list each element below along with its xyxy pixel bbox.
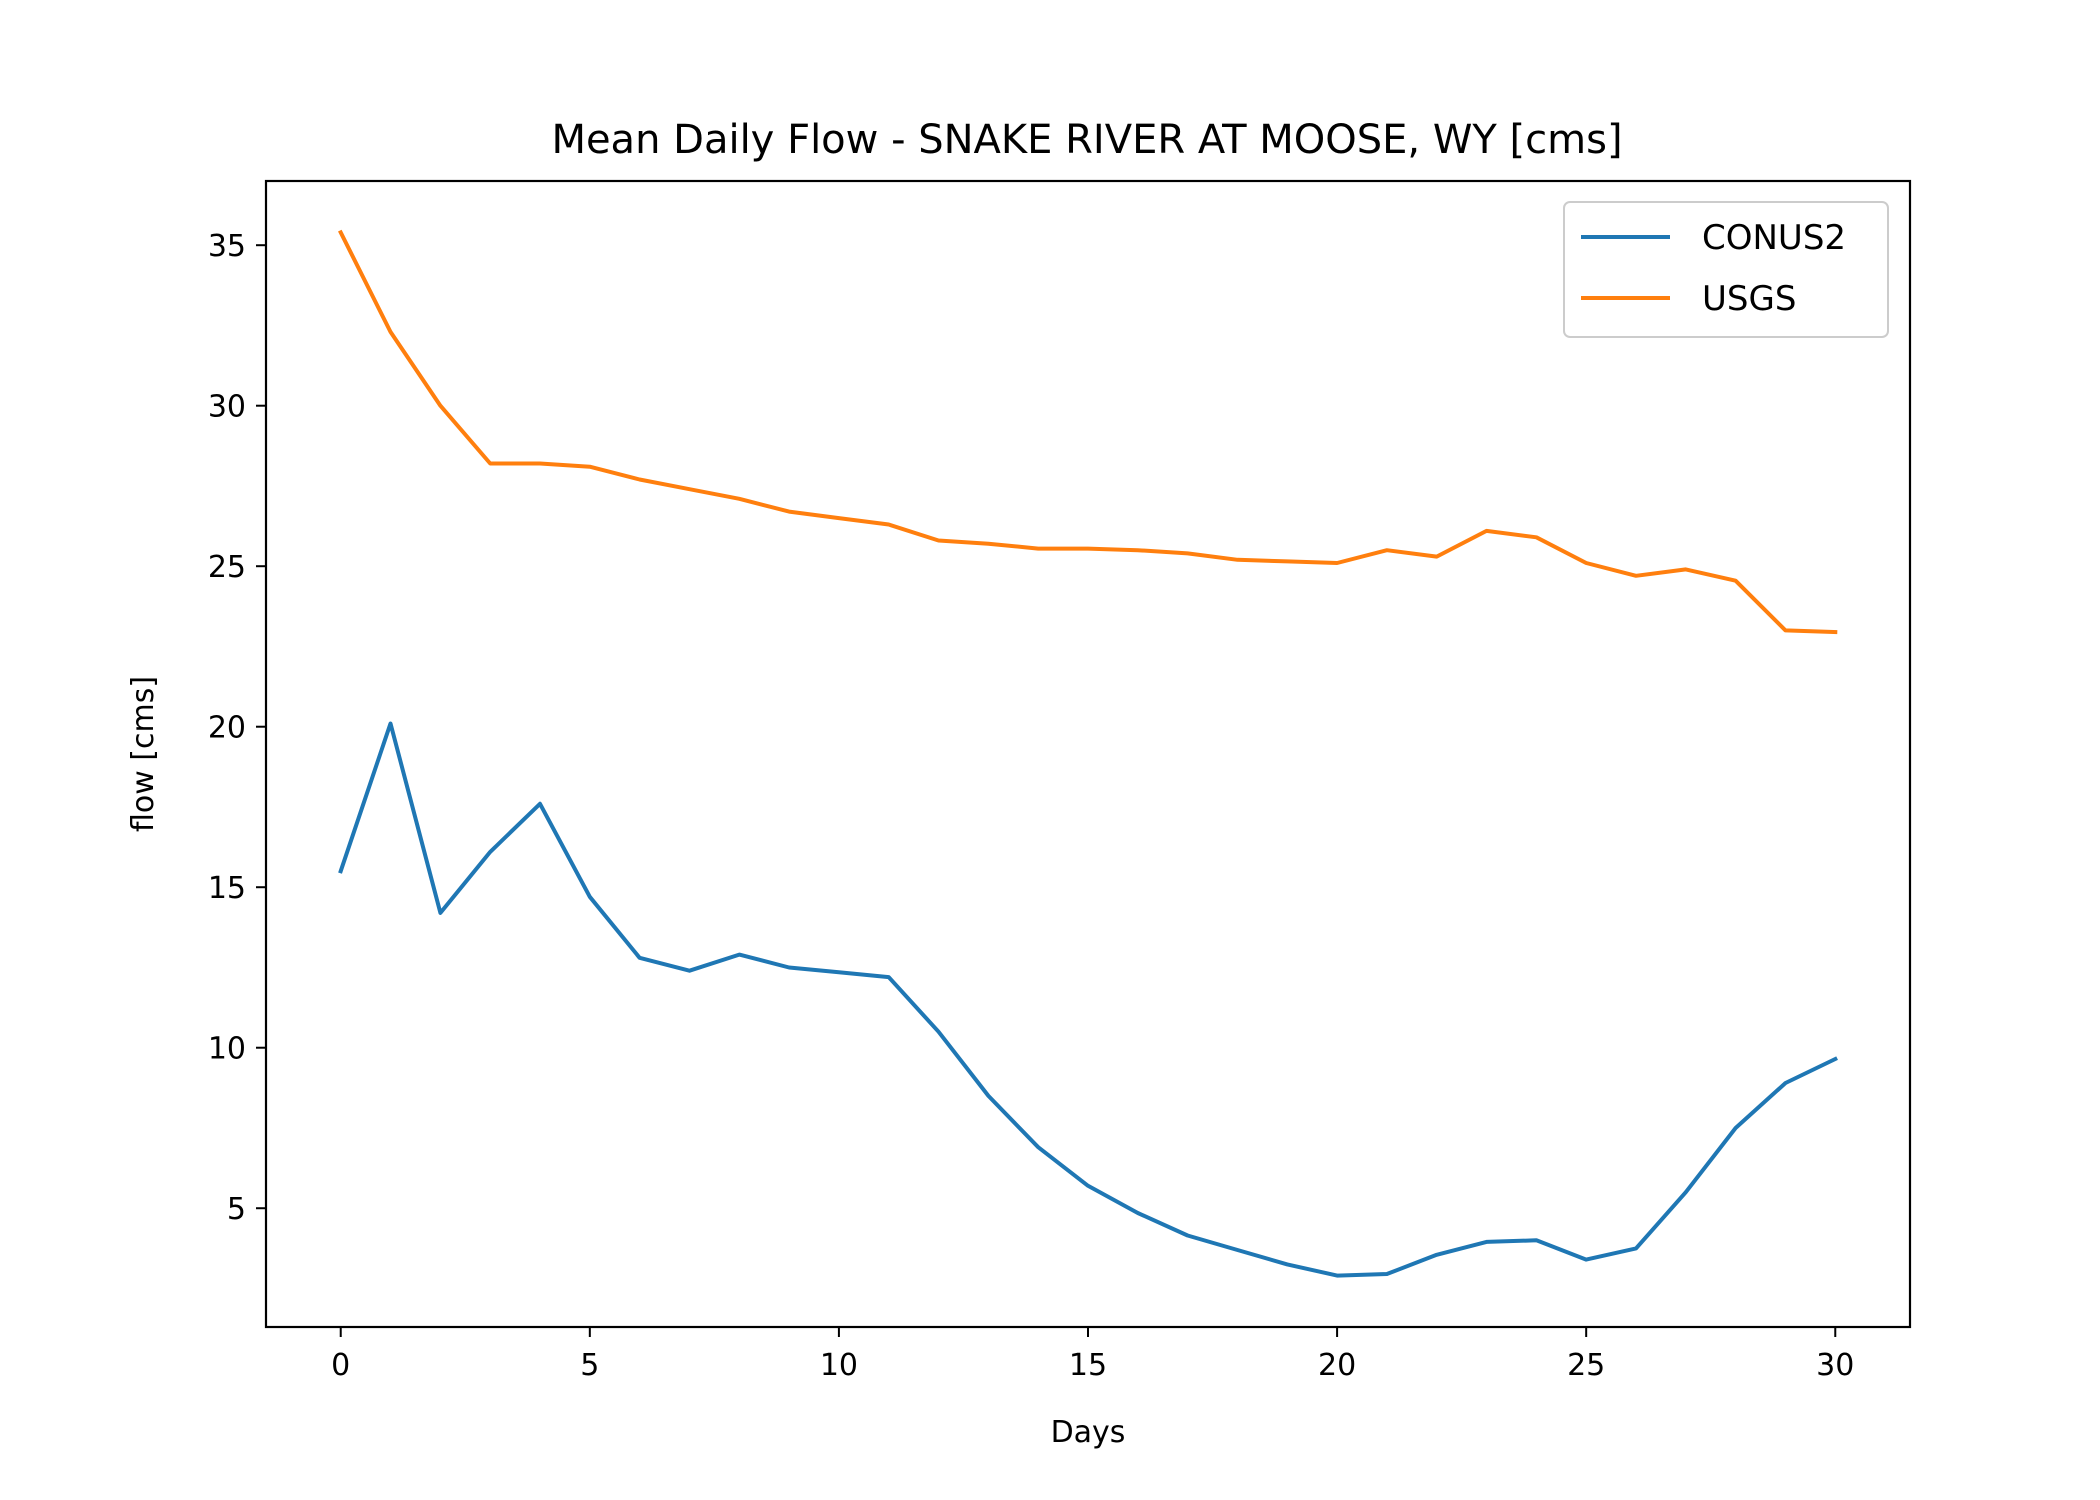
x-tick-label: 20: [1318, 1348, 1356, 1383]
x-tick-label: 30: [1816, 1348, 1854, 1383]
y-tick-label: 20: [208, 711, 246, 746]
y-tick-label: 5: [227, 1192, 246, 1227]
y-tick-label: 30: [208, 390, 246, 425]
x-axis-title: Days: [1051, 1415, 1126, 1450]
y-tick-label: 15: [208, 871, 246, 906]
x-tick-label: 15: [1069, 1348, 1107, 1383]
chart-title: Mean Daily Flow - SNAKE RIVER AT MOOSE, …: [551, 117, 1622, 163]
legend: CONUS2 USGS: [1563, 201, 1889, 338]
y-tick-label: 35: [208, 229, 246, 264]
legend-label-conus2: CONUS2: [1702, 218, 1846, 258]
y-axis-title: flow [cms]: [126, 676, 161, 832]
series-line-conus2: [338, 721, 1838, 1278]
y-tick-label: 25: [208, 550, 246, 585]
x-tick-label: 10: [820, 1348, 858, 1383]
x-axis: 0 5 10 15 20 25 30: [331, 1327, 1854, 1383]
plot-area: [266, 181, 1910, 1327]
series-layer: [338, 229, 1838, 1278]
y-axis: 5 10 15 20 25 30 35: [208, 229, 266, 1227]
x-tick-label: 0: [331, 1348, 350, 1383]
x-tick-label: 5: [580, 1348, 599, 1383]
series-line-usgs: [338, 229, 1838, 635]
x-tick-label: 25: [1567, 1348, 1605, 1383]
y-tick-label: 10: [208, 1032, 246, 1067]
legend-label-usgs: USGS: [1702, 279, 1796, 319]
